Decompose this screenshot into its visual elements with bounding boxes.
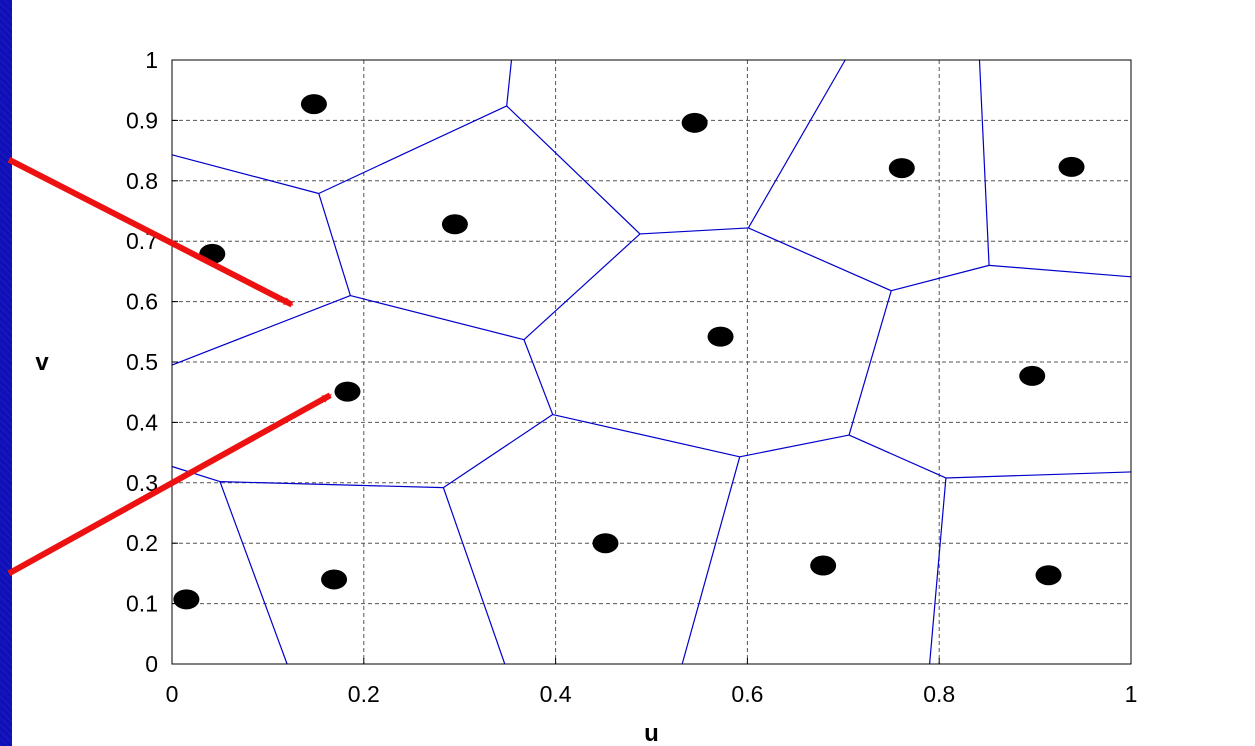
y-axis-label: v [35, 349, 49, 376]
slide-panel [12, 0, 1255, 746]
annotation-arrow [7, 156, 294, 308]
x-tick-label: 1 [1125, 681, 1138, 707]
data-point [592, 533, 619, 554]
voronoi-edge [945, 471, 1132, 479]
voronoi-edge [318, 105, 507, 195]
voronoi-edge [748, 227, 892, 292]
data-point [681, 112, 708, 133]
data-point [1019, 365, 1046, 386]
grid-lines [172, 60, 1131, 664]
data-point [888, 158, 915, 179]
x-tick-label: 0.6 [731, 681, 763, 707]
voronoi-edge [171, 295, 351, 366]
voronoi-edge [318, 193, 351, 296]
voronoi-edge [219, 480, 444, 489]
voronoi-edge [929, 477, 947, 665]
voronoi-edge [442, 487, 506, 665]
voronoi-edge [350, 294, 525, 341]
voronoi-edge [506, 105, 641, 235]
voronoi-edge [171, 465, 221, 483]
x-tick-label: 0.4 [540, 681, 572, 707]
data-point [173, 589, 200, 610]
tick-labels: 0 0.2 0.4 0.6 0.8 100.10.20.30.40.50.60.70.80… [126, 47, 1137, 707]
data-point [321, 569, 348, 590]
voronoi-edges [171, 59, 1132, 665]
voronoi-edge [523, 339, 554, 415]
voronoi-edge [506, 59, 513, 106]
x-tick-label: 0.8 [923, 681, 955, 707]
data-point [441, 214, 468, 235]
voronoi-edge [978, 59, 990, 266]
x-tick-label: 0.2 [348, 681, 380, 707]
y-tick-label: 0.5 [126, 349, 158, 375]
annotation-arrows [7, 156, 332, 577]
voronoi-edge [523, 233, 641, 341]
y-tick-label: 0.9 [126, 107, 158, 133]
y-tick-label: 0.4 [126, 409, 158, 435]
voronoi-edge [552, 413, 740, 458]
y-tick-label: 1 [145, 47, 158, 73]
data-point [334, 381, 361, 402]
data-point [300, 94, 327, 115]
voronoi-edge [171, 154, 319, 195]
x-tick-label: 0 [166, 681, 179, 707]
y-tick-label: 0.8 [126, 168, 158, 194]
data-point [1058, 156, 1085, 177]
voronoi-edge [747, 59, 846, 229]
voronoi-edge [739, 434, 850, 458]
voronoi-edge [219, 481, 288, 665]
y-tick-label: 0.2 [126, 530, 158, 556]
voronoi-edge [989, 264, 1132, 278]
annotation-arrow [7, 392, 332, 577]
x-axis-label: u [644, 720, 659, 746]
voronoi-edge [639, 227, 749, 235]
data-point [810, 555, 837, 576]
data-points [173, 94, 1085, 610]
y-tick-label: 0 [145, 651, 158, 677]
voronoi-edge [443, 414, 554, 489]
y-tick-label: 0.1 [126, 591, 158, 617]
y-tick-label: 0.6 [126, 289, 158, 315]
voronoi-edge [848, 290, 892, 436]
voronoi-edge [848, 434, 947, 479]
data-point [1035, 565, 1062, 586]
voronoi-edge [681, 456, 741, 665]
data-point [707, 326, 734, 347]
voronoi-edge [891, 264, 990, 292]
